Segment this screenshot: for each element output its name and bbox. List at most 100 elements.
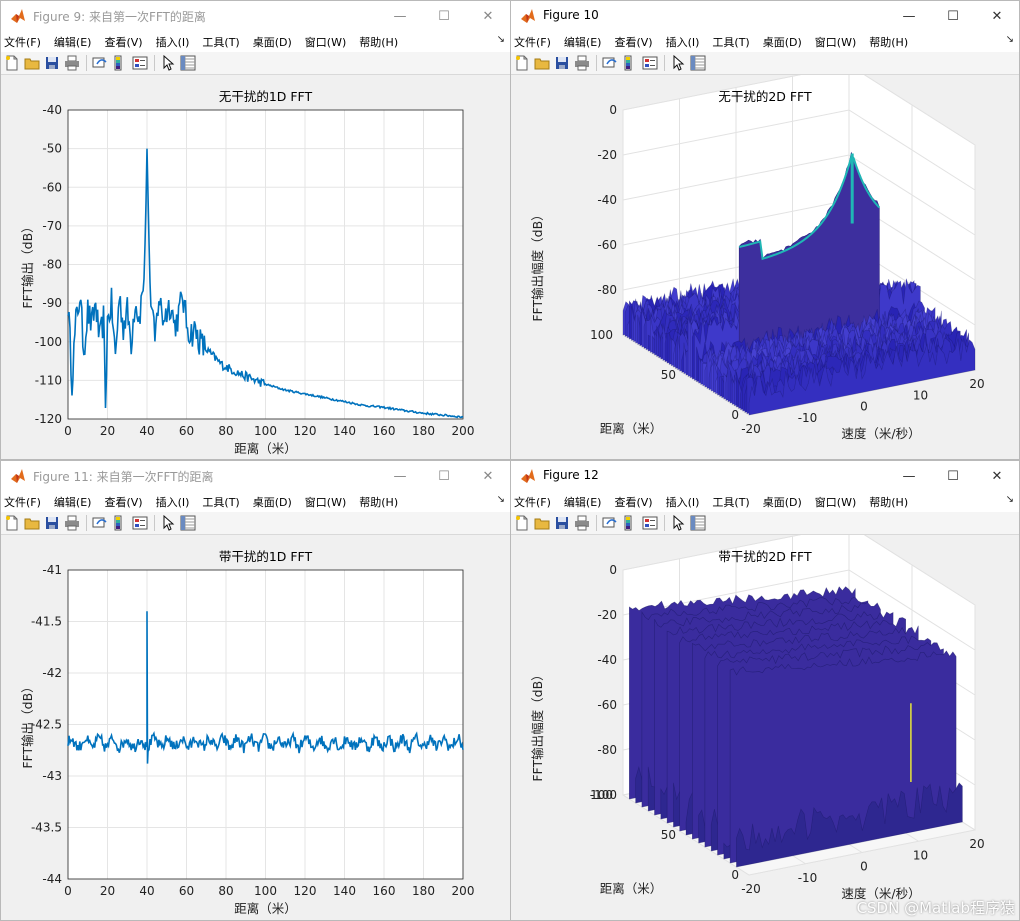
menu-desktop[interactable]: 桌面(D) <box>252 35 292 49</box>
menu-desktop[interactable]: 桌面(D) <box>762 35 802 49</box>
print-icon[interactable] <box>574 515 590 531</box>
menu-tools[interactable]: 工具(T) <box>712 35 750 49</box>
x-axis-label: 距离（米） <box>234 441 297 456</box>
dock-arrow-icon[interactable]: ↘ <box>1005 34 1014 45</box>
pointer-arrow-icon[interactable] <box>160 55 176 71</box>
close-button[interactable]: ✕ <box>482 468 494 484</box>
link-figure-icon[interactable] <box>602 55 618 71</box>
print-icon[interactable] <box>64 55 80 71</box>
menu-insert[interactable]: 插入(I) <box>665 35 700 49</box>
print-icon[interactable] <box>64 515 80 531</box>
menu-desktop[interactable]: 桌面(D) <box>762 495 802 509</box>
title-bar[interactable]: Figure 12 — ☐ ✕ <box>511 461 1019 491</box>
menu-help[interactable]: 帮助(H) <box>869 35 909 49</box>
maximize-button[interactable]: ☐ <box>947 468 959 484</box>
menu-insert[interactable]: 插入(I) <box>665 495 700 509</box>
menu-file[interactable]: 文件(F) <box>514 495 551 509</box>
open-folder-icon[interactable] <box>534 55 550 71</box>
close-button[interactable]: ✕ <box>991 468 1003 484</box>
open-folder-icon[interactable] <box>24 55 40 71</box>
x-tick-label: -10 <box>798 871 818 885</box>
menu-edit[interactable]: 编辑(E) <box>563 495 602 509</box>
property-inspector-icon[interactable] <box>690 515 706 531</box>
title-bar[interactable]: Figure 10 — ☐ ✕ <box>511 1 1019 31</box>
title-bar[interactable]: Figure 11: 来自第一次FFT的距离 — ☐ ✕ <box>1 461 510 491</box>
menu-file[interactable]: 文件(F) <box>4 35 41 49</box>
open-folder-icon[interactable] <box>24 515 40 531</box>
close-button[interactable]: ✕ <box>482 8 494 24</box>
z-axis-label: FFT输出幅度（dB） <box>530 208 545 321</box>
property-inspector-icon[interactable] <box>180 55 196 71</box>
menu-window[interactable]: 窗口(W) <box>814 35 857 49</box>
print-icon[interactable] <box>574 55 590 71</box>
menu-insert[interactable]: 插入(I) <box>155 495 190 509</box>
menu-file[interactable]: 文件(F) <box>514 35 551 49</box>
minimize-button[interactable]: — <box>902 8 916 24</box>
legend-icon[interactable] <box>132 515 148 531</box>
new-file-icon[interactable] <box>4 55 20 71</box>
x-axis-label: 距离（米） <box>234 901 297 916</box>
legend-icon[interactable] <box>132 55 148 71</box>
chart-title: 带干扰的1D FFT <box>219 549 313 564</box>
menu-view[interactable]: 查看(V) <box>614 495 653 509</box>
x-tick-label: 20 <box>969 377 984 391</box>
new-file-icon[interactable] <box>514 55 530 71</box>
link-figure-icon[interactable] <box>92 55 108 71</box>
y-tick-label: 100 <box>590 788 613 802</box>
menu-window[interactable]: 窗口(W) <box>304 495 347 509</box>
link-figure-icon[interactable] <box>92 515 108 531</box>
minimize-button[interactable]: — <box>393 8 407 24</box>
pointer-arrow-icon[interactable] <box>670 515 686 531</box>
property-inspector-icon[interactable] <box>690 55 706 71</box>
menu-view[interactable]: 查看(V) <box>104 35 143 49</box>
menu-help[interactable]: 帮助(H) <box>359 495 399 509</box>
maximize-button[interactable]: ☐ <box>438 8 450 24</box>
menu-tools[interactable]: 工具(T) <box>202 35 240 49</box>
link-figure-icon[interactable] <box>602 515 618 531</box>
menu-desktop[interactable]: 桌面(D) <box>252 495 292 509</box>
save-icon[interactable] <box>44 55 60 71</box>
legend-icon[interactable] <box>642 515 658 531</box>
menu-tools[interactable]: 工具(T) <box>202 495 240 509</box>
save-icon[interactable] <box>554 515 570 531</box>
x-tick-label: -20 <box>741 882 761 896</box>
menu-file[interactable]: 文件(F) <box>4 495 41 509</box>
title-bar[interactable]: Figure 9: 来自第一次FFT的距离 — ☐ ✕ <box>1 1 510 31</box>
pointer-arrow-icon[interactable] <box>160 515 176 531</box>
minimize-button[interactable]: — <box>393 468 407 484</box>
new-file-icon[interactable] <box>514 515 530 531</box>
dock-arrow-icon[interactable]: ↘ <box>496 494 505 505</box>
menu-help[interactable]: 帮助(H) <box>359 35 399 49</box>
open-folder-icon[interactable] <box>534 515 550 531</box>
maximize-button[interactable]: ☐ <box>947 8 959 24</box>
axes-box <box>67 569 464 880</box>
x-tick-label: 80 <box>218 884 233 898</box>
property-inspector-icon[interactable] <box>180 515 196 531</box>
menu-window[interactable]: 窗口(W) <box>304 35 347 49</box>
save-icon[interactable] <box>44 515 60 531</box>
dock-arrow-icon[interactable]: ↘ <box>496 34 505 45</box>
menu-window[interactable]: 窗口(W) <box>814 495 857 509</box>
menu-tools[interactable]: 工具(T) <box>712 495 750 509</box>
new-file-icon[interactable] <box>4 515 20 531</box>
save-icon[interactable] <box>554 55 570 71</box>
dock-arrow-icon[interactable]: ↘ <box>1005 494 1014 505</box>
menu-edit[interactable]: 编辑(E) <box>53 495 92 509</box>
minimize-button[interactable]: — <box>902 468 916 484</box>
pointer-arrow-icon[interactable] <box>670 55 686 71</box>
menu-view[interactable]: 查看(V) <box>614 35 653 49</box>
close-button[interactable]: ✕ <box>991 8 1003 24</box>
y-tick-label: 50 <box>661 368 676 382</box>
colorbar-icon[interactable] <box>622 515 638 531</box>
figure-10-window: Figure 10 — ☐ ✕ 文件(F) 编辑(E) 查看(V) 插入(I) … <box>510 0 1020 460</box>
colorbar-icon[interactable] <box>622 55 638 71</box>
menu-edit[interactable]: 编辑(E) <box>563 35 602 49</box>
legend-icon[interactable] <box>642 55 658 71</box>
colorbar-icon[interactable] <box>112 515 128 531</box>
menu-insert[interactable]: 插入(I) <box>155 35 190 49</box>
menu-edit[interactable]: 编辑(E) <box>53 35 92 49</box>
maximize-button[interactable]: ☐ <box>438 468 450 484</box>
menu-view[interactable]: 查看(V) <box>104 495 143 509</box>
menu-help[interactable]: 帮助(H) <box>869 495 909 509</box>
colorbar-icon[interactable] <box>112 55 128 71</box>
